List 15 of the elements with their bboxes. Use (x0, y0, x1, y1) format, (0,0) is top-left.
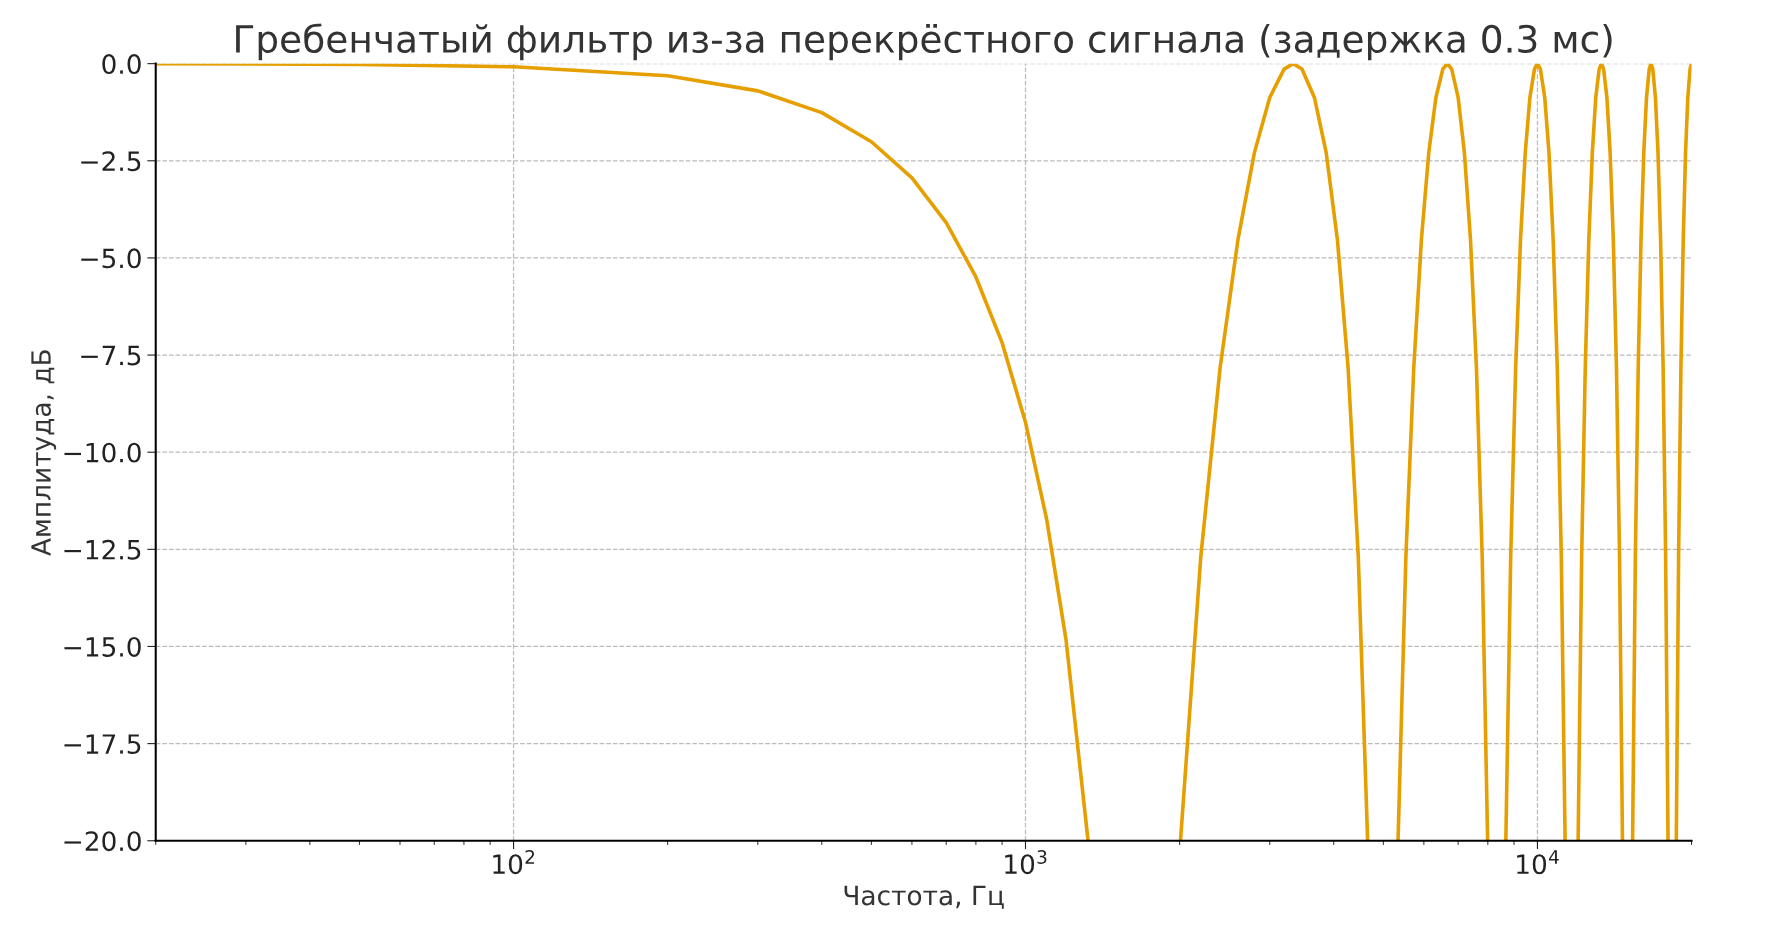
x-tick-label: 10$^{2}$ (493, 849, 535, 875)
x-tick-label: 10$^{4}$ (1517, 850, 1559, 875)
y-tick-label: −2.5 (81, 151, 141, 172)
y-tick-label: −20.0 (64, 831, 141, 852)
y-tick-label: −10.0 (64, 442, 141, 463)
y-tick-label: −5.0 (81, 248, 141, 269)
y-tick-label: −12.5 (64, 539, 141, 560)
chart-title: Гребенчатый фильтр из-за перекрёстного сигнала (задержка 0.3 мс) (236, 23, 1612, 61)
y-tick-label: −7.5 (81, 345, 141, 366)
y-tick-label: 0.0 (102, 54, 141, 75)
y-tick-label: −17.5 (64, 734, 141, 755)
x-axis-title: Частота, Гц (844, 885, 1004, 909)
y-tick-label: −15.0 (64, 636, 141, 657)
y-axis-title: Амплитуда, дБ (31, 350, 57, 556)
x-tick-label: 10$^{3}$ (1005, 849, 1047, 875)
